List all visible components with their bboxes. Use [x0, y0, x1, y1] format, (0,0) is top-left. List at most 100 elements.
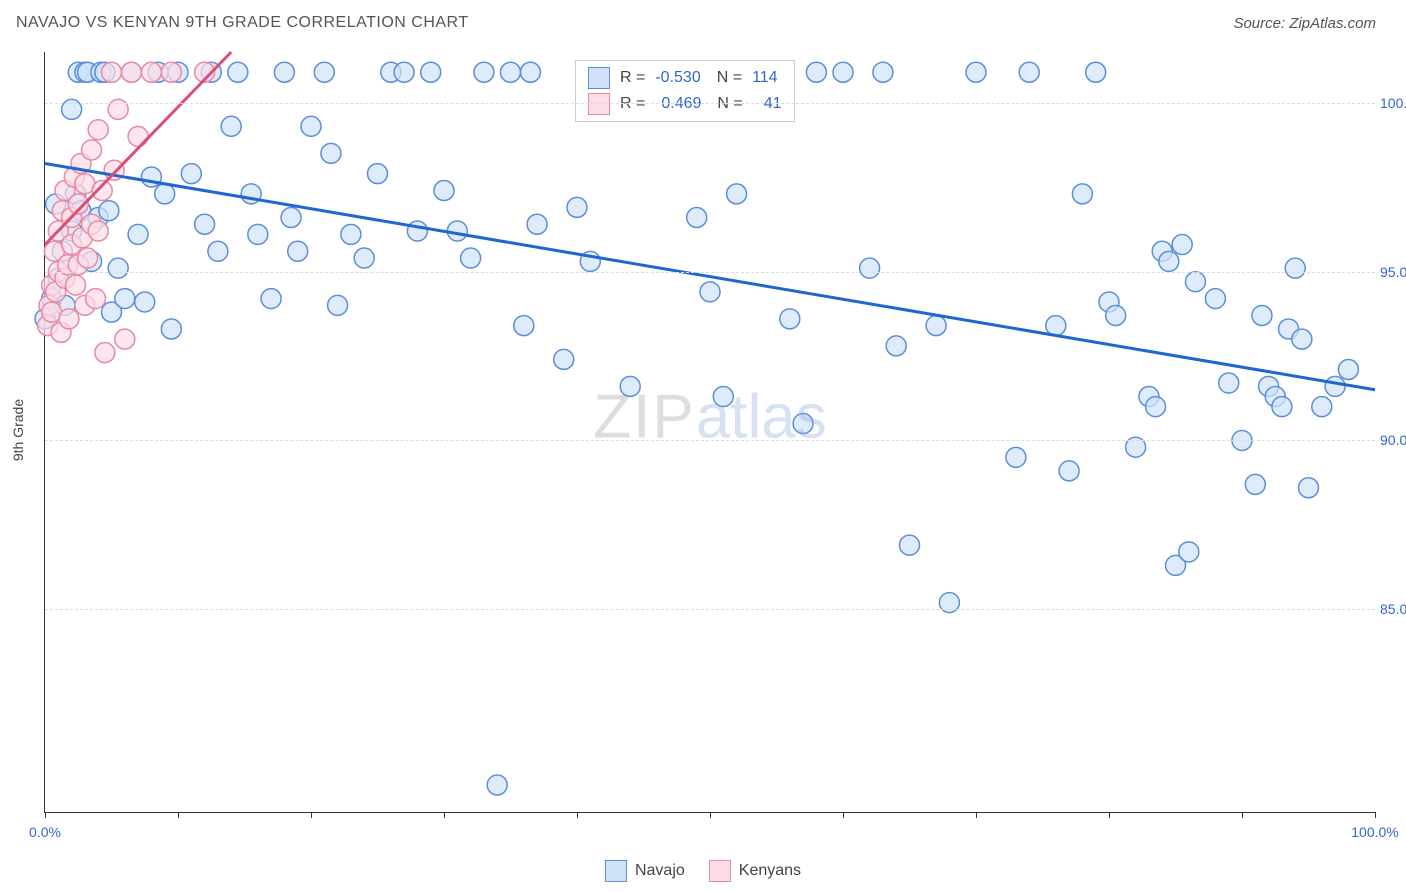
navajo-point [1059, 461, 1079, 481]
kenyans-point [141, 62, 161, 82]
kenyans-point [95, 343, 115, 363]
correlation-legend: R = -0.530 N = 114 R = 0.469 N = 41 [575, 60, 795, 122]
kenyans-point [121, 62, 141, 82]
navajo-point [806, 62, 826, 82]
legend-row-kenyans: R = 0.469 N = 41 [588, 91, 782, 117]
navajo-point [368, 164, 388, 184]
navajo-point [966, 62, 986, 82]
scatter-svg [45, 52, 1375, 812]
navajo-point [1325, 376, 1345, 396]
navajo-point [687, 208, 707, 228]
navajo-point [567, 197, 587, 217]
r-value-kenyans: 0.469 [661, 95, 701, 113]
x-tick [1375, 812, 1376, 818]
x-tick [178, 812, 179, 818]
navajo-point [1146, 397, 1166, 417]
plot-area: ZIPatlas R = -0.530 N = 114 R = 0.469 N … [44, 52, 1375, 813]
navajo-point [527, 214, 547, 234]
chart-title: NAVAJO VS KENYAN 9TH GRADE CORRELATION C… [16, 14, 469, 32]
x-tick [843, 812, 844, 818]
navajo-point [620, 376, 640, 396]
navajo-point [520, 62, 540, 82]
navajo-point [461, 248, 481, 268]
legend-label-kenyans: Kenyans [739, 862, 801, 880]
navajo-point [135, 292, 155, 312]
navajo-point [793, 414, 813, 434]
kenyans-point [102, 62, 122, 82]
navajo-point [1072, 184, 1092, 204]
navajo-point [261, 289, 281, 309]
navajo-point [221, 116, 241, 136]
navajo-point [1205, 289, 1225, 309]
gridline [45, 609, 1375, 610]
navajo-point [1106, 305, 1126, 325]
navajo-point [1312, 397, 1332, 417]
navajo-point [474, 62, 494, 82]
navajo-point [161, 319, 181, 339]
x-tick [710, 812, 711, 818]
navajo-point [700, 282, 720, 302]
navajo-point [341, 224, 361, 244]
swatch-navajo [588, 67, 610, 89]
navajo-point [1172, 235, 1192, 255]
navajo-point [1086, 62, 1106, 82]
series-legend: Navajo Kenyans [605, 860, 801, 882]
kenyans-point [59, 309, 79, 329]
navajo-point [487, 775, 507, 795]
navajo-point [1292, 329, 1312, 349]
navajo-point [514, 316, 534, 336]
navajo-point [1299, 478, 1319, 498]
y-tick-label: 85.0% [1380, 601, 1406, 617]
swatch-kenyans-bottom [709, 860, 731, 882]
n-label-navajo: N = [717, 69, 742, 87]
navajo-point [713, 387, 733, 407]
navajo-point [1159, 251, 1179, 271]
navajo-point [501, 62, 521, 82]
n-label-kenyans: N = [717, 95, 742, 113]
y-tick-label: 100.0% [1380, 95, 1406, 111]
x-tick [1242, 812, 1243, 818]
x-tick [45, 812, 46, 818]
navajo-point [1252, 305, 1272, 325]
navajo-point [873, 62, 893, 82]
navajo-point [860, 258, 880, 278]
kenyans-point [88, 221, 108, 241]
navajo-point [1245, 474, 1265, 494]
legend-item-kenyans: Kenyans [709, 860, 801, 882]
source-attribution: Source: ZipAtlas.com [1233, 15, 1376, 32]
x-tick [311, 812, 312, 818]
navajo-point [181, 164, 201, 184]
navajo-point [554, 349, 574, 369]
x-tick [577, 812, 578, 818]
x-tick [444, 812, 445, 818]
navajo-point [274, 62, 294, 82]
navajo-point [434, 180, 454, 200]
navajo-point [228, 62, 248, 82]
gridline [45, 440, 1375, 441]
r-label-navajo: R = [620, 69, 645, 87]
navajo-point [248, 224, 268, 244]
gridline [45, 272, 1375, 273]
navajo-point [886, 336, 906, 356]
navajo-point [926, 316, 946, 336]
x-tick-label: 0.0% [29, 824, 61, 840]
navajo-point [407, 221, 427, 241]
y-axis-label: 9th Grade [10, 399, 26, 461]
n-value-kenyans: 41 [764, 95, 782, 113]
kenyans-point [161, 62, 181, 82]
legend-item-navajo: Navajo [605, 860, 685, 882]
x-tick [1109, 812, 1110, 818]
r-label-kenyans: R = [620, 95, 645, 113]
x-tick [976, 812, 977, 818]
kenyans-point [115, 329, 135, 349]
kenyans-point [78, 248, 98, 268]
navajo-point [833, 62, 853, 82]
navajo-point [1179, 542, 1199, 562]
navajo-point [314, 62, 334, 82]
kenyans-point [128, 126, 148, 146]
navajo-point [900, 535, 920, 555]
navajo-point [1272, 397, 1292, 417]
swatch-navajo-bottom [605, 860, 627, 882]
swatch-kenyans [588, 93, 610, 115]
navajo-point [1019, 62, 1039, 82]
